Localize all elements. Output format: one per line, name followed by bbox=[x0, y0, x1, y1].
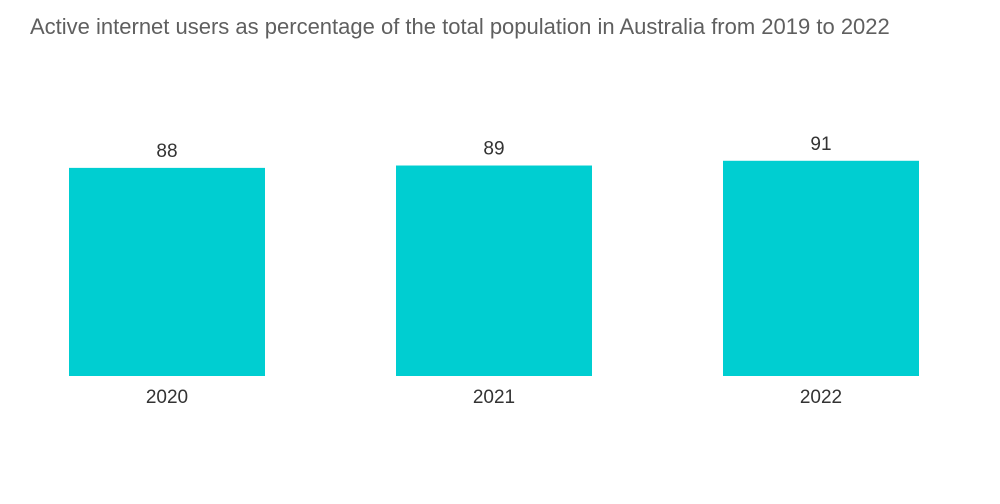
value-label-2022: 91 bbox=[810, 134, 831, 155]
x-tick-labels-group: 2020 2021 2022 bbox=[146, 387, 842, 408]
x-tick-label-2021: 2021 bbox=[473, 387, 515, 408]
value-label-2020: 88 bbox=[156, 141, 177, 162]
x-tick-label-2020: 2020 bbox=[146, 387, 188, 408]
value-label-2021: 89 bbox=[483, 139, 504, 160]
x-tick-label-2022: 2022 bbox=[800, 387, 842, 408]
bar-2022 bbox=[723, 160, 919, 376]
value-labels-group: 88 89 91 bbox=[156, 134, 831, 162]
bar-2021 bbox=[396, 165, 592, 376]
chart-title: Active internet users as percentage of t… bbox=[30, 14, 890, 39]
bars-group bbox=[69, 160, 919, 376]
bar-2020 bbox=[69, 167, 265, 376]
